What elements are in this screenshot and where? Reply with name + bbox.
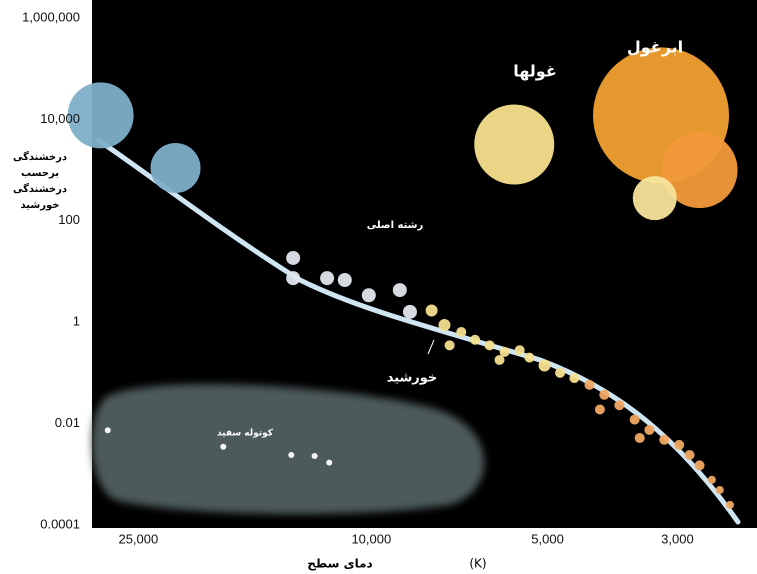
star (288, 452, 294, 458)
y-tick-label: 100 (58, 212, 80, 227)
star (426, 305, 438, 317)
y-axis-title: برحسب (21, 168, 59, 179)
chart: غولها ابرغول رشته اصلی خورشید کوتوله سفی… (0, 0, 757, 574)
star (485, 340, 495, 350)
annotation: ابرغول (627, 38, 683, 57)
star (726, 501, 734, 509)
x-tick-label: 10,000 (351, 531, 391, 546)
star (326, 460, 332, 466)
star (456, 327, 466, 337)
y-axis-title: درخشندگی (13, 150, 67, 163)
y-axis-title: درخشندگی (13, 182, 67, 195)
star (220, 444, 226, 450)
page: غولها ابرغول رشته اصلی خورشید کوتوله سفی… (0, 0, 757, 574)
star (659, 435, 669, 445)
y-axis-title: خورشید (21, 200, 60, 211)
star (474, 104, 554, 184)
star (445, 340, 455, 350)
star (403, 305, 417, 319)
annotation: خورشید (387, 371, 438, 386)
star (614, 400, 624, 410)
star (716, 486, 724, 494)
y-tick-label: 1,000,000 (22, 9, 80, 24)
annotation: غولها (513, 62, 557, 81)
star (524, 353, 534, 363)
star (635, 433, 645, 443)
star (151, 143, 201, 193)
y-tick-label: 1 (73, 314, 80, 329)
star (312, 453, 318, 459)
star (539, 359, 551, 371)
y-tick-label: 10,000 (40, 111, 80, 126)
star (569, 373, 579, 383)
star (362, 288, 376, 302)
star (630, 415, 640, 425)
star (338, 273, 352, 287)
star (695, 460, 705, 470)
star (515, 345, 525, 355)
star (685, 450, 695, 460)
star (495, 355, 505, 365)
annotation: کوتوله سفید (217, 429, 274, 439)
x-tick-label: 5,000 (531, 531, 564, 546)
star (708, 476, 716, 484)
annotation: رشته اصلی (367, 220, 424, 231)
star (393, 283, 407, 297)
star (286, 271, 300, 285)
x-tick-label: 3,000 (661, 531, 694, 546)
star (633, 176, 677, 220)
star (105, 427, 111, 433)
star (438, 319, 450, 331)
x-tick-label: 25,000 (118, 531, 158, 546)
star (584, 380, 594, 390)
star (320, 271, 334, 285)
x-axis-title: دمای سطح (307, 557, 372, 571)
x-axis-unit: (K) (469, 557, 486, 571)
y-tick-label: 0.0001 (40, 516, 80, 531)
star (555, 368, 565, 378)
star (674, 440, 684, 450)
star (644, 425, 654, 435)
star (599, 390, 609, 400)
star (595, 404, 605, 414)
y-tick-label: 0.01 (55, 415, 80, 430)
star (286, 251, 300, 265)
star (470, 335, 480, 345)
